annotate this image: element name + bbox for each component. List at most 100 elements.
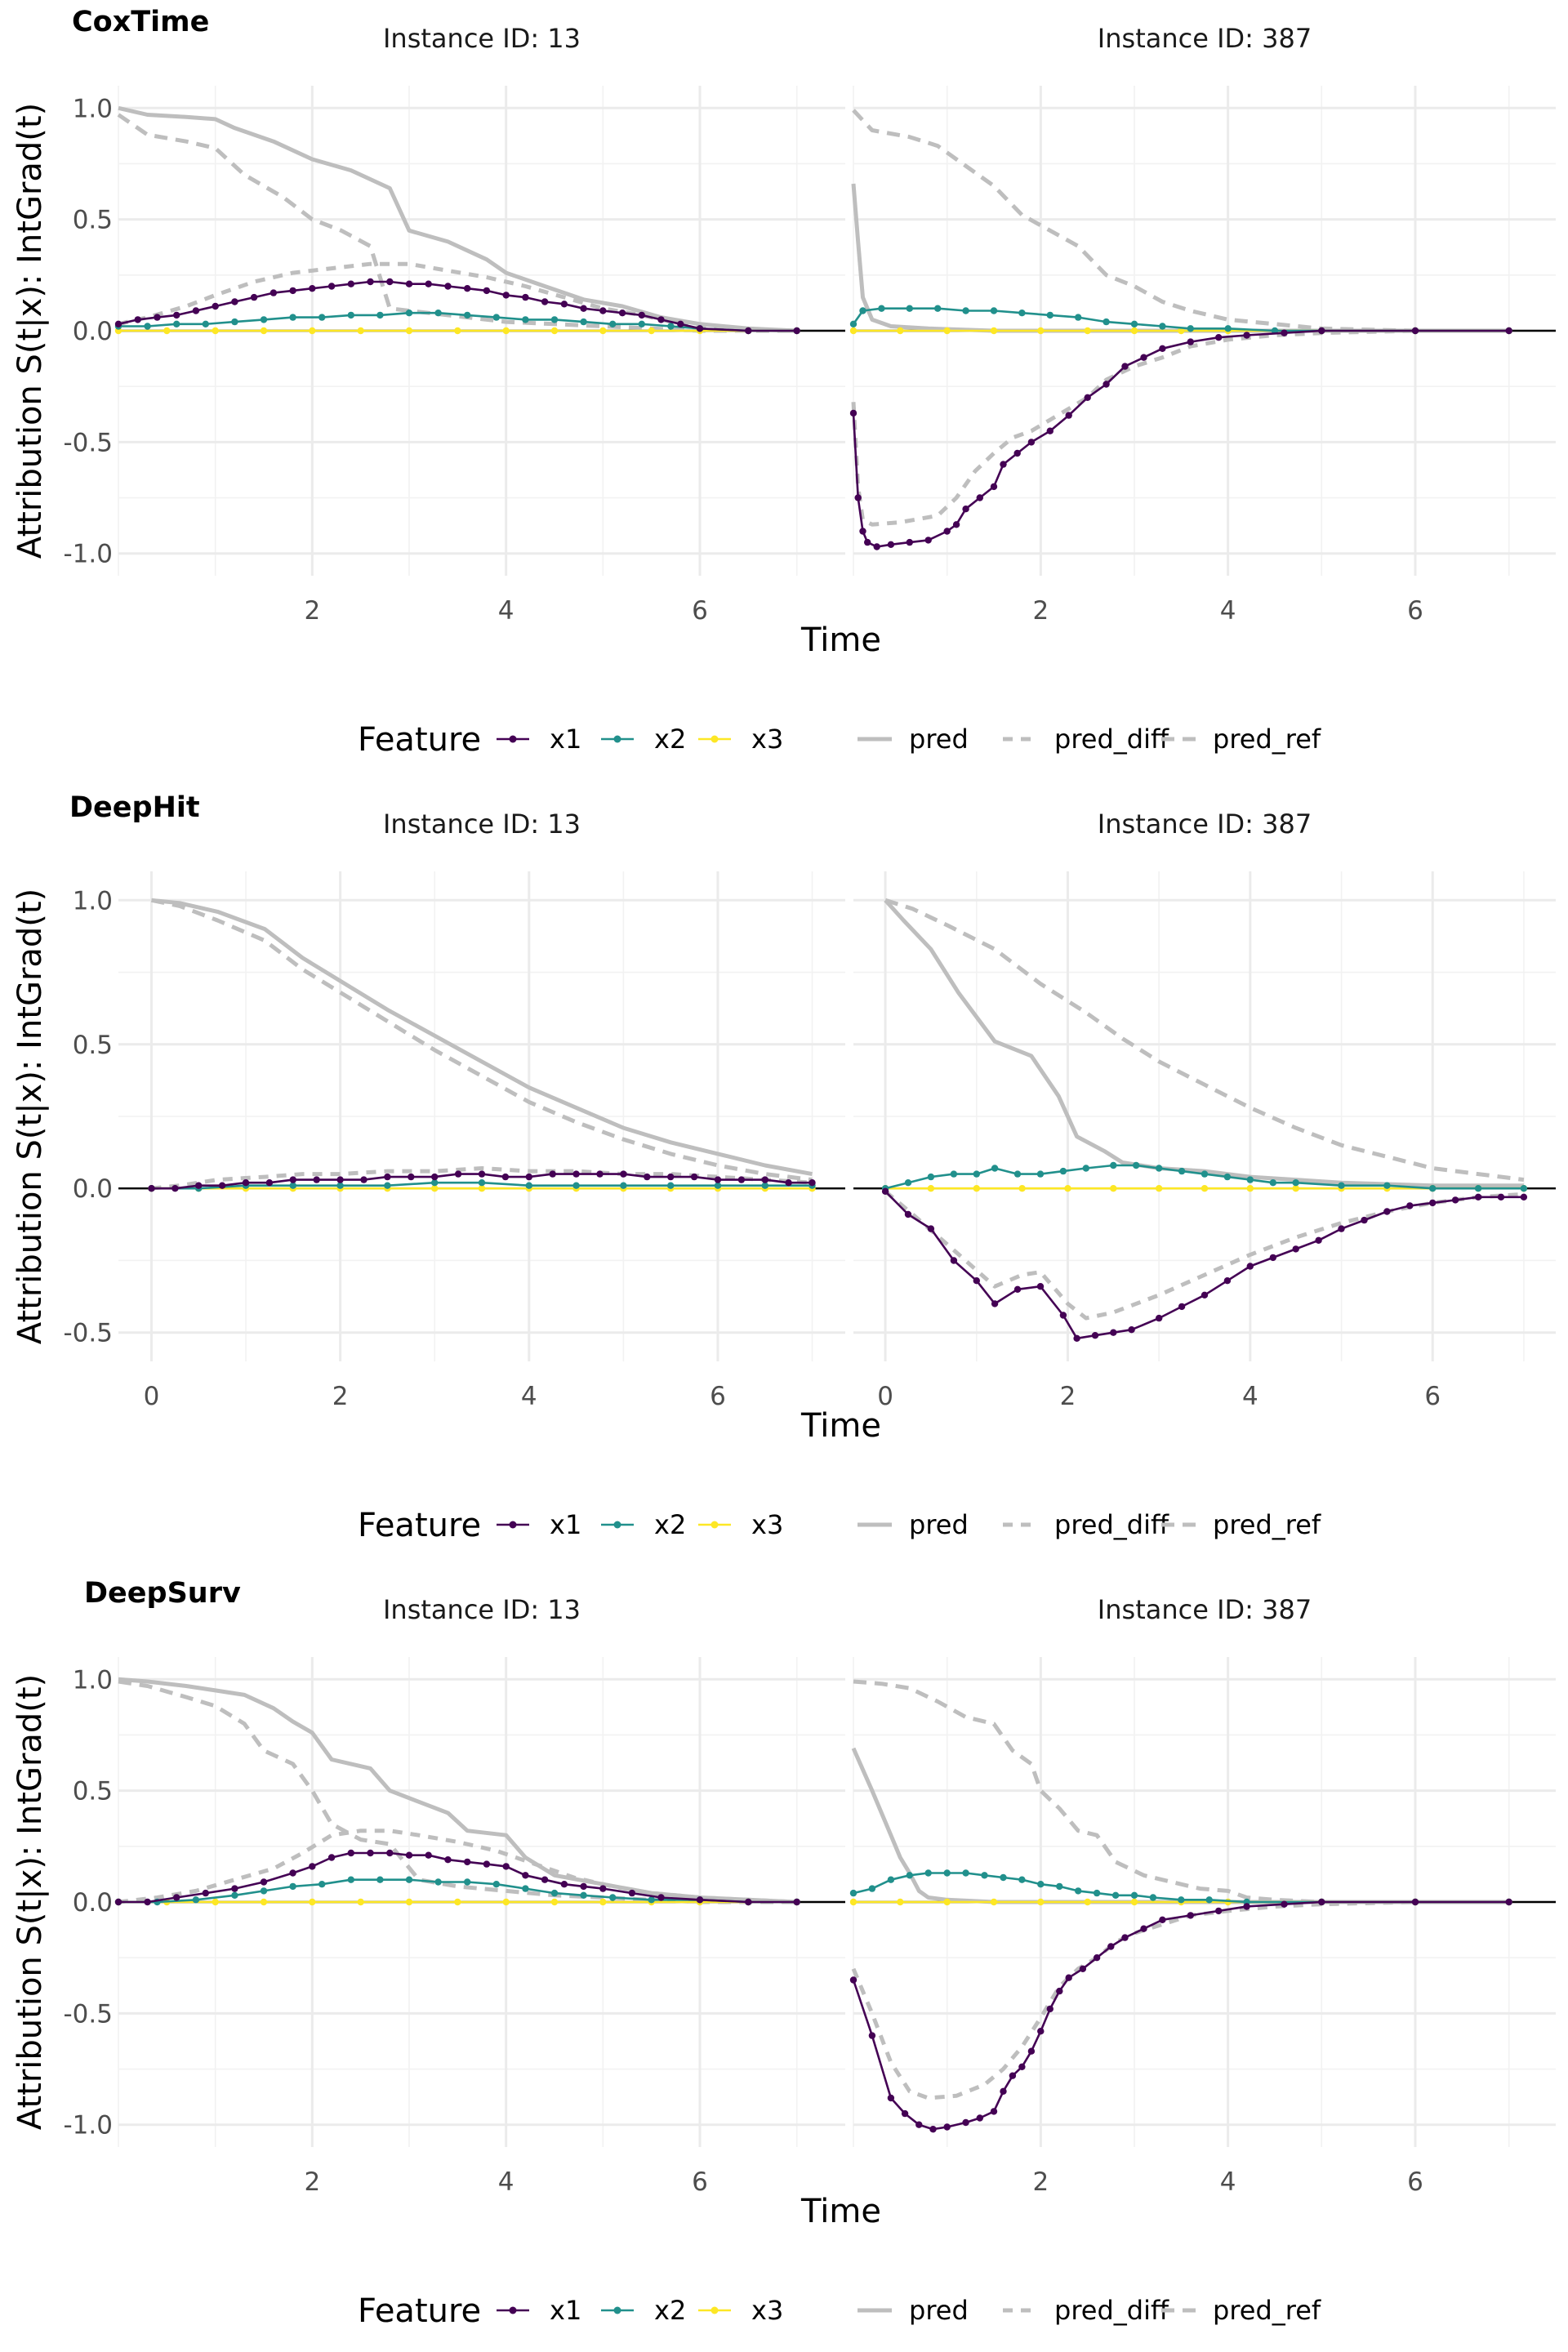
data-point-x3 <box>260 1898 268 1906</box>
data-point-x2 <box>289 1182 296 1189</box>
data-point-x2 <box>1130 320 1138 327</box>
data-point-x3 <box>1037 327 1045 335</box>
data-point-x1 <box>1520 1193 1528 1201</box>
data-point-x2 <box>1018 1876 1026 1883</box>
x-tick-label: 6 <box>692 596 708 626</box>
data-point-x1 <box>367 278 374 286</box>
x-tick-label: 4 <box>1220 2167 1236 2197</box>
data-point-x1 <box>1215 1907 1223 1915</box>
data-point-x1 <box>657 316 665 323</box>
legend-key-point-x1 <box>509 2306 517 2314</box>
x-tick-label: 2 <box>304 2167 320 2197</box>
data-point-x2 <box>1224 325 1232 332</box>
data-point-x1 <box>1187 1912 1195 1919</box>
data-point-x1 <box>943 2123 951 2131</box>
data-point-x2 <box>638 320 645 327</box>
data-point-x2 <box>1156 1165 1163 1172</box>
y-axis-title: Attribution S(t|x): IntGrad(t) <box>11 1674 49 2130</box>
data-point-x2 <box>260 1887 268 1895</box>
data-point-x1 <box>289 1869 296 1877</box>
panel-1: Instance ID: 13 2 4 6 <box>114 1594 845 2197</box>
data-point-x3 <box>943 327 951 335</box>
legend-label-pred-ref: pred_ref <box>1213 724 1321 755</box>
data-point-x3 <box>309 327 316 335</box>
data-point-x1 <box>915 2121 923 2128</box>
data-point-x1 <box>873 543 880 550</box>
data-point-x2 <box>522 1885 529 1892</box>
data-point-x3 <box>1064 1185 1071 1192</box>
legend-label-x1: x1 <box>550 1509 581 1540</box>
data-point-x1 <box>384 1173 391 1181</box>
data-point-x3 <box>1110 1185 1117 1192</box>
data-point-x2 <box>405 1876 413 1883</box>
data-point-x1 <box>644 1173 651 1181</box>
data-point-x1 <box>218 1182 226 1189</box>
data-point-x3 <box>309 1898 316 1906</box>
data-point-x2 <box>906 305 914 312</box>
data-point-x3 <box>1292 1185 1299 1192</box>
data-point-x1 <box>1292 1245 1299 1253</box>
data-point-x2 <box>260 316 268 323</box>
data-point-x2 <box>927 1173 935 1181</box>
model-title: DeepHit <box>69 791 200 824</box>
data-point-x1 <box>502 292 510 299</box>
legend-title: Feature <box>358 1507 481 1544</box>
data-point-x1 <box>1243 1903 1250 1910</box>
data-point-x1 <box>1505 1898 1512 1906</box>
data-point-x2 <box>887 1876 895 1883</box>
data-point-x2 <box>609 1894 617 1901</box>
data-point-x1 <box>849 1976 858 1984</box>
legend: Feature x1 x2 x3 pred pred_diff pred_ref <box>358 721 1321 759</box>
data-point-x1 <box>114 1898 122 1906</box>
data-point-x1 <box>1046 427 1054 434</box>
data-point-x2 <box>648 1896 655 1904</box>
data-point-x3 <box>648 327 655 335</box>
data-point-x3 <box>431 1185 439 1192</box>
data-point-x2 <box>1075 314 1082 321</box>
data-point-x1 <box>1406 1202 1414 1209</box>
data-point-x2 <box>550 1889 559 1897</box>
data-point-x1 <box>501 1173 510 1181</box>
data-point-x1 <box>522 1872 529 1879</box>
legend-key-point-x1 <box>509 735 517 743</box>
y-tick-label: 0.0 <box>73 317 113 346</box>
data-point-x2 <box>1223 1173 1232 1181</box>
data-point-x1 <box>849 409 858 417</box>
data-point-x3 <box>943 1898 951 1906</box>
data-point-x1 <box>483 1860 491 1868</box>
legend-label-pred-diff: pred_diff <box>1054 724 1169 755</box>
data-point-x1 <box>231 298 238 305</box>
series-line-x1 <box>118 1851 797 1904</box>
panel-strip-label: Instance ID: 13 <box>383 1594 581 1625</box>
data-point-x1 <box>793 1898 800 1906</box>
data-point-x2 <box>878 305 885 312</box>
data-point-x1 <box>973 1277 981 1285</box>
data-point-x1 <box>172 1185 179 1192</box>
data-point-x1 <box>425 280 432 287</box>
series-line-x2 <box>884 1164 1524 1190</box>
data-point-x2 <box>1159 323 1166 330</box>
data-point-x1 <box>929 2126 937 2133</box>
data-point-x1 <box>991 1300 999 1307</box>
data-point-x2 <box>572 1182 580 1189</box>
data-point-x1 <box>549 1170 556 1178</box>
legend-key-point-x2 <box>613 735 621 743</box>
data-point-x1 <box>868 2032 876 2039</box>
data-point-x2 <box>376 1876 384 1883</box>
data-point-x1 <box>1102 381 1110 388</box>
x-tick-label: 2 <box>1060 1382 1076 1411</box>
data-point-x2 <box>934 305 942 312</box>
data-point-x3 <box>849 327 858 335</box>
legend-label-x2: x2 <box>654 1509 686 1540</box>
data-point-x1 <box>1013 449 1021 457</box>
data-point-x1 <box>309 1863 316 1870</box>
series-line-pred <box>151 898 813 1177</box>
data-point-x1 <box>250 293 258 301</box>
data-point-x1 <box>690 1173 698 1181</box>
data-point-x2 <box>1178 1896 1185 1904</box>
data-point-x1 <box>1027 2047 1036 2055</box>
data-point-x3 <box>550 327 559 335</box>
